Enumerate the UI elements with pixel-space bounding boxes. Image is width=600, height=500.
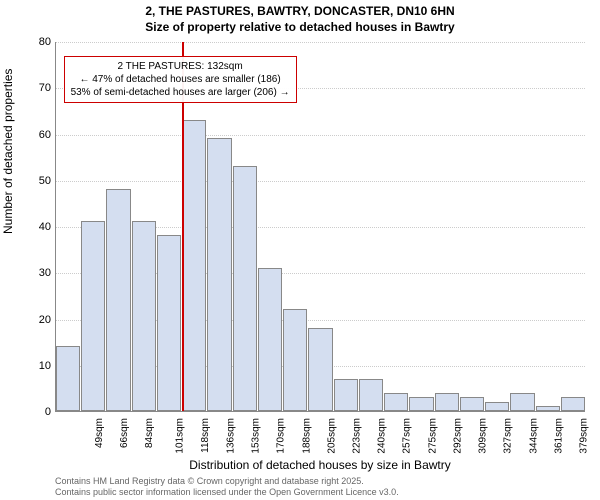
bar <box>283 309 307 411</box>
chart-container: 2, THE PASTURES, BAWTRY, DONCASTER, DN10… <box>0 0 600 500</box>
annotation-line1: 2 THE PASTURES: 132sqm <box>71 60 290 73</box>
bar <box>510 393 534 412</box>
bar <box>409 397 433 411</box>
y-tick-label: 0 <box>45 406 51 418</box>
annotation-box: 2 THE PASTURES: 132sqm← 47% of detached … <box>64 56 297 103</box>
x-tick-label: 170sqm <box>276 418 287 454</box>
y-tick-label: 10 <box>39 360 51 372</box>
x-tick-label: 66sqm <box>119 418 130 448</box>
bar <box>435 393 459 412</box>
x-tick-label: 84sqm <box>144 418 155 448</box>
bar <box>182 120 206 411</box>
x-tick-label: 153sqm <box>251 418 262 454</box>
x-tick-label: 327sqm <box>503 418 514 454</box>
gridline <box>56 42 585 43</box>
bar <box>233 166 257 411</box>
bar <box>359 379 383 411</box>
bar <box>485 402 509 411</box>
y-tick-label: 60 <box>39 129 51 141</box>
x-tick-label: 223sqm <box>352 418 363 454</box>
bar <box>460 397 484 411</box>
bar <box>106 189 130 411</box>
x-tick-label: 240sqm <box>377 418 388 454</box>
annotation-line2: ← 47% of detached houses are smaller (18… <box>71 73 290 86</box>
bar <box>561 397 585 411</box>
bar <box>308 328 332 411</box>
y-tick-label: 50 <box>39 175 51 187</box>
plot-area: 2 THE PASTURES: 132sqm← 47% of detached … <box>55 42 585 412</box>
x-tick-label: 49sqm <box>94 418 105 448</box>
gridline <box>56 181 585 182</box>
bar <box>334 379 358 411</box>
bar <box>258 268 282 411</box>
chart-subtitle: Size of property relative to detached ho… <box>0 20 600 34</box>
bar <box>384 393 408 412</box>
x-tick-label: 257sqm <box>402 418 413 454</box>
gridline <box>56 135 585 136</box>
attribution-line1: Contains HM Land Registry data © Crown c… <box>55 476 399 487</box>
bar <box>536 406 560 411</box>
bar <box>157 235 181 411</box>
x-tick-label: 344sqm <box>528 418 539 454</box>
x-tick-label: 205sqm <box>326 418 337 454</box>
x-tick-label: 379sqm <box>579 418 590 454</box>
annotation-line3: 53% of semi-detached houses are larger (… <box>71 86 290 99</box>
x-tick-label: 101sqm <box>175 418 186 454</box>
chart-title: 2, THE PASTURES, BAWTRY, DONCASTER, DN10… <box>0 4 600 18</box>
y-tick-label: 70 <box>39 82 51 94</box>
y-tick-container: 01020304050607080 <box>0 42 55 412</box>
bar <box>56 346 80 411</box>
x-tick-label: 188sqm <box>301 418 312 454</box>
y-tick-label: 80 <box>39 36 51 48</box>
x-tick-label: 292sqm <box>453 418 464 454</box>
x-tick-container: 49sqm 66sqm 84sqm 101sqm 118sqm 136sqm 153sqm 1… <box>55 412 585 462</box>
x-tick-label: 136sqm <box>225 418 236 454</box>
bar <box>132 221 156 411</box>
x-tick-label: 361sqm <box>553 418 564 454</box>
y-tick-label: 20 <box>39 314 51 326</box>
bar <box>81 221 105 411</box>
attribution-text: Contains HM Land Registry data © Crown c… <box>55 476 399 498</box>
x-axis-label: Distribution of detached houses by size … <box>55 458 585 472</box>
attribution-line2: Contains public sector information licen… <box>55 487 399 498</box>
bar <box>207 138 231 411</box>
x-tick-label: 275sqm <box>427 418 438 454</box>
x-tick-label: 118sqm <box>199 418 210 453</box>
y-tick-label: 30 <box>39 267 51 279</box>
y-tick-label: 40 <box>39 221 51 233</box>
x-tick-label: 309sqm <box>478 418 489 454</box>
